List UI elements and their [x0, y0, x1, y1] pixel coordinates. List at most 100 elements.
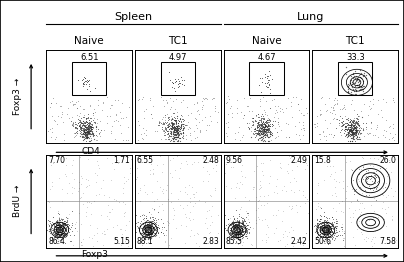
Point: [325, 234, 332, 238]
Point: [299, 193, 306, 197]
Point: [145, 223, 151, 228]
Point: [359, 232, 365, 237]
Point: [173, 226, 180, 230]
Point: [53, 226, 59, 230]
Point: [174, 114, 180, 118]
Point: [58, 217, 65, 221]
Point: [332, 209, 339, 214]
Point: [248, 242, 255, 247]
Point: [82, 130, 88, 135]
Point: [145, 234, 152, 238]
Point: [267, 106, 273, 111]
Point: [159, 227, 166, 231]
Point: [91, 110, 98, 114]
Point: [82, 129, 88, 134]
Point: [203, 128, 209, 133]
Point: [266, 181, 272, 185]
Point: [358, 85, 364, 89]
Point: [155, 210, 162, 214]
Point: [236, 227, 243, 231]
Point: [170, 139, 176, 143]
Point: [235, 229, 242, 233]
Point: [321, 232, 327, 236]
Point: [234, 232, 240, 236]
Point: [341, 134, 348, 139]
Point: [354, 135, 360, 139]
Point: [350, 119, 356, 124]
Point: [344, 127, 350, 131]
Point: [235, 222, 241, 226]
Point: [74, 123, 80, 127]
Point: [339, 127, 345, 131]
Point: [253, 130, 260, 135]
Point: [104, 156, 111, 160]
Point: [146, 232, 152, 236]
Point: [147, 225, 154, 230]
Point: [55, 226, 61, 230]
Point: [354, 121, 360, 125]
Point: [254, 137, 261, 141]
Point: [323, 225, 329, 229]
Point: [351, 123, 358, 127]
Point: [59, 225, 66, 229]
Point: [245, 230, 252, 234]
Point: [69, 209, 75, 213]
Point: [257, 125, 263, 129]
Point: [227, 223, 233, 227]
Point: [261, 138, 268, 142]
Point: [255, 115, 261, 119]
Point: [55, 231, 61, 235]
Point: [236, 224, 242, 228]
Point: [170, 118, 177, 122]
Point: [348, 124, 355, 128]
Point: [138, 231, 144, 235]
Point: [69, 122, 76, 126]
Point: [259, 172, 266, 177]
Point: [65, 116, 72, 120]
Point: [256, 123, 262, 127]
Point: [58, 216, 65, 220]
Point: [55, 225, 62, 229]
Point: [146, 231, 152, 235]
Point: [78, 173, 84, 178]
Point: [234, 228, 240, 233]
Point: [248, 135, 255, 139]
Point: [147, 154, 154, 159]
Point: [259, 123, 266, 128]
Point: [162, 121, 169, 125]
Point: [261, 129, 268, 133]
Point: [230, 227, 237, 232]
Point: [234, 228, 240, 233]
Point: [79, 176, 85, 180]
Point: [165, 115, 171, 119]
Point: [156, 235, 162, 239]
Point: [97, 130, 103, 134]
Point: [80, 129, 86, 133]
Point: [172, 119, 179, 123]
Point: [234, 229, 240, 233]
Point: [148, 232, 155, 236]
Point: [85, 131, 92, 135]
Point: [177, 139, 183, 143]
Point: [262, 139, 268, 143]
Point: [357, 212, 363, 216]
Point: [52, 231, 59, 235]
Point: [382, 167, 389, 171]
Point: [248, 129, 255, 133]
Point: [355, 128, 361, 132]
Text: 9.56: 9.56: [225, 156, 242, 165]
Point: [325, 230, 331, 234]
Point: [257, 118, 263, 122]
Point: [265, 80, 271, 84]
Point: [356, 137, 363, 141]
Point: [347, 139, 353, 143]
Point: [221, 213, 228, 217]
Point: [237, 138, 243, 143]
Point: [144, 223, 151, 227]
Point: [233, 224, 240, 228]
Point: [59, 227, 65, 231]
Point: [82, 132, 88, 136]
Point: [262, 123, 268, 127]
Point: [146, 234, 152, 239]
Point: [319, 229, 326, 233]
